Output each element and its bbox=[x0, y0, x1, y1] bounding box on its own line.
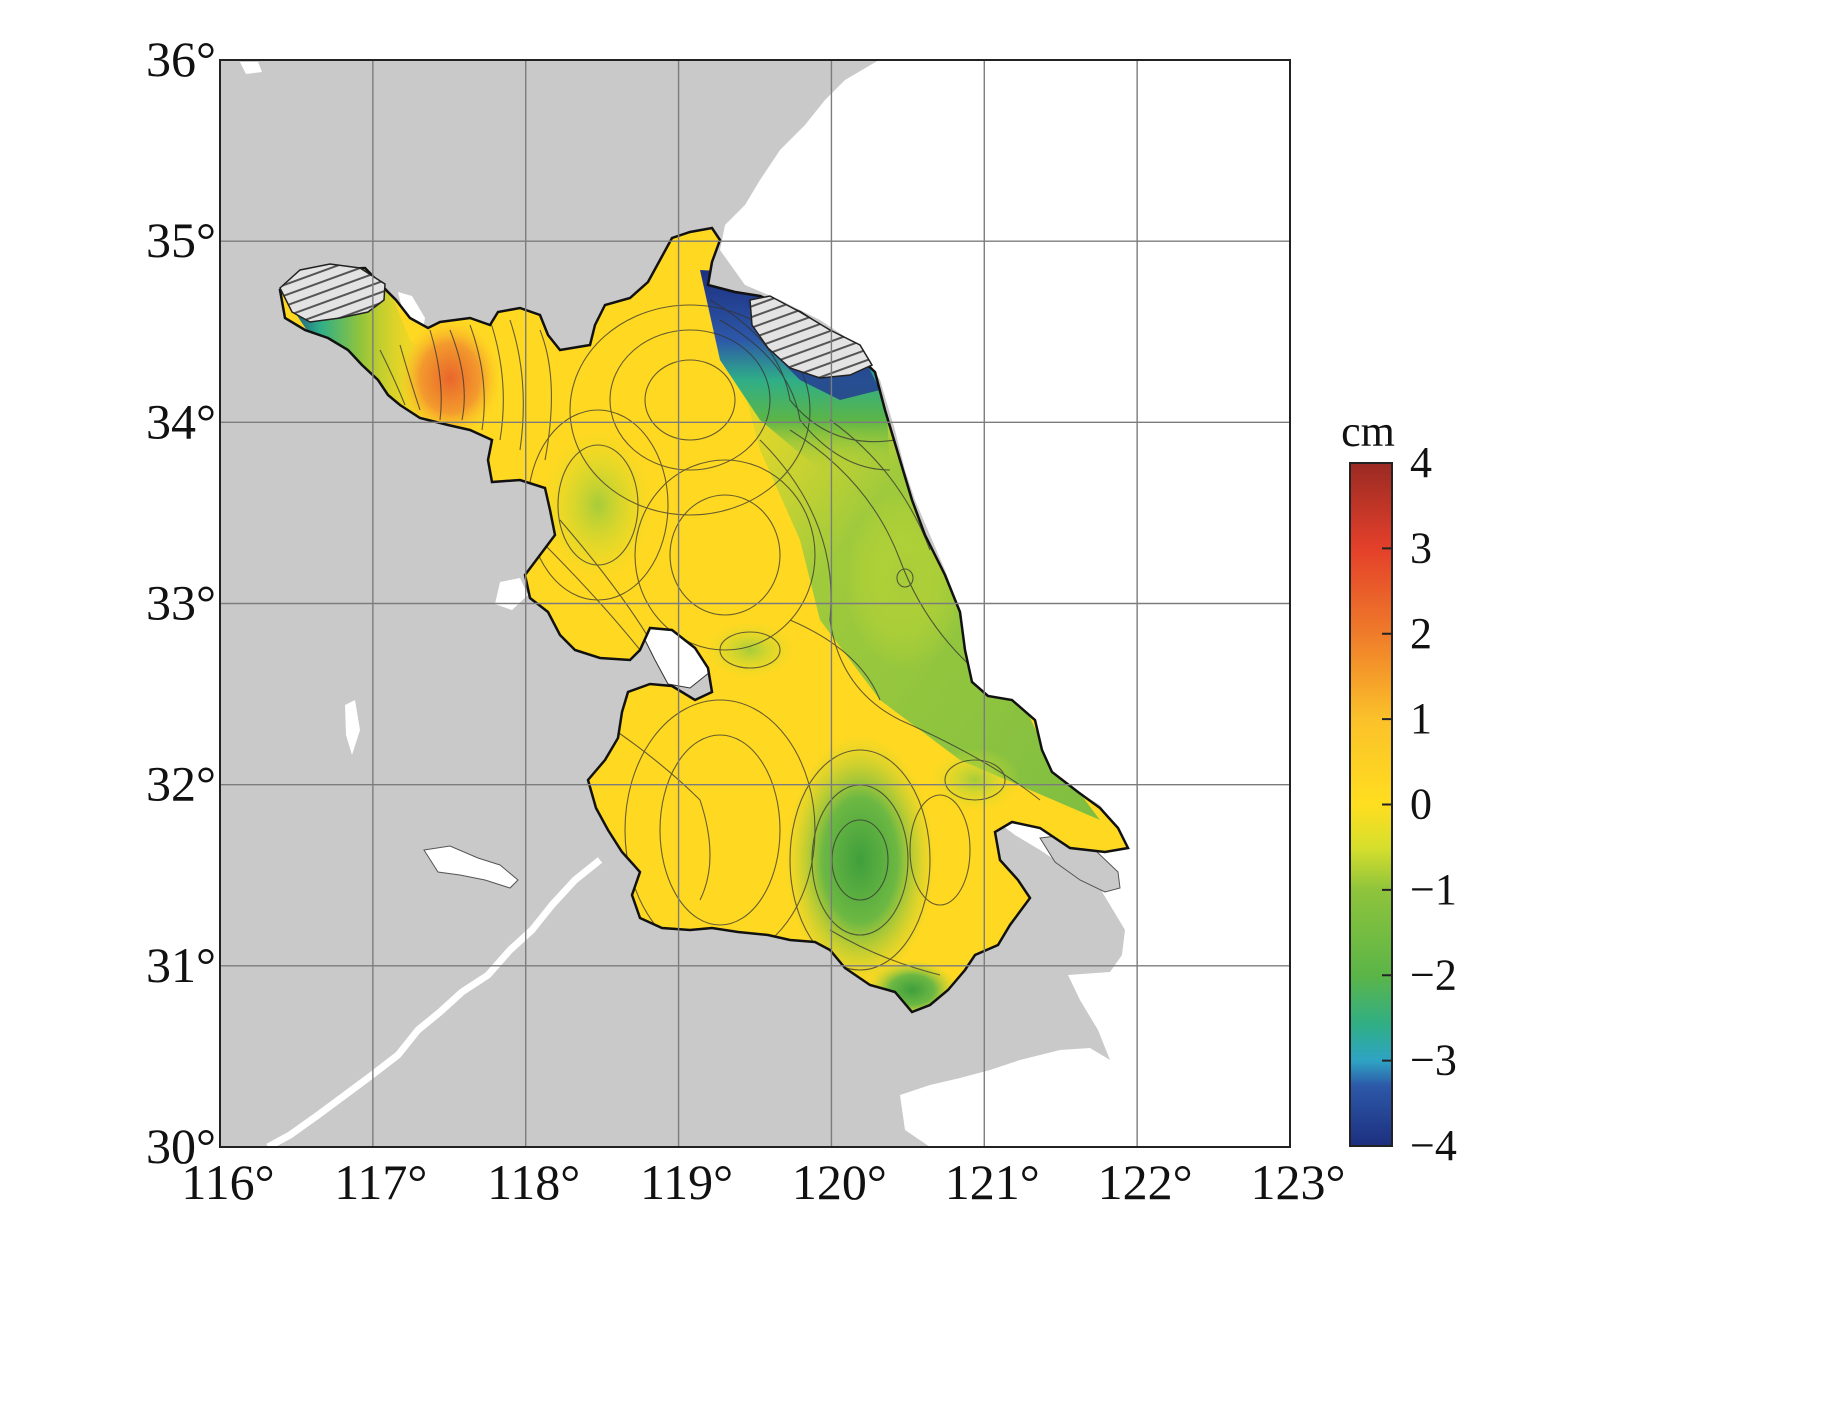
longitude-tick-label: 121° bbox=[945, 1154, 1040, 1210]
map-frame bbox=[219, 59, 1291, 1148]
latitude-tick-label: 31° bbox=[146, 937, 216, 993]
longitude-tick-label: 117° bbox=[334, 1154, 427, 1210]
small-lake-west bbox=[345, 700, 360, 755]
colorbar-tick-label: −2 bbox=[1410, 950, 1457, 999]
gaoyou-lake bbox=[495, 578, 528, 610]
colorbar-tick-label: −4 bbox=[1410, 1121, 1457, 1170]
colorbar-tick-label: 3 bbox=[1410, 523, 1432, 572]
contour-lowspot-1 bbox=[543, 430, 653, 580]
yangtze-river bbox=[266, 857, 603, 1147]
latitude-labels: 30° 31° 32° 33° 34° 35° 36° bbox=[146, 31, 216, 1174]
colorbar-tick-label: 1 bbox=[1410, 694, 1432, 743]
contour-west-low bbox=[280, 290, 440, 420]
contour-south-low bbox=[785, 735, 935, 985]
hatched-region-north bbox=[749, 295, 874, 379]
colorbar: cm 4 3 2 1 0 −1 −2 −3 −4 bbox=[1341, 407, 1457, 1170]
small-lake-north bbox=[240, 62, 262, 74]
latitude-tick-label: 32° bbox=[146, 756, 216, 812]
colorbar-ticks: 4 3 2 1 0 −1 −2 −3 −4 bbox=[1382, 438, 1457, 1170]
latitude-tick-label: 35° bbox=[146, 212, 216, 268]
contour-east-green-2 bbox=[930, 748, 1020, 812]
latitude-tick-label: 34° bbox=[146, 393, 216, 449]
latitude-tick-label: 33° bbox=[146, 575, 216, 631]
colorbar-tick-label: 4 bbox=[1410, 438, 1432, 487]
contour-west-high bbox=[400, 320, 500, 436]
colorbar-tick-label: 2 bbox=[1410, 609, 1432, 658]
lat-lon-grid bbox=[220, 60, 1290, 1147]
contour-lines bbox=[379, 299, 1041, 976]
longitude-tick-label: 120° bbox=[792, 1154, 887, 1210]
longitude-tick-label: 123° bbox=[1251, 1154, 1346, 1210]
longitude-tick-label: 116° bbox=[181, 1154, 274, 1210]
hangzhou-bay bbox=[900, 1048, 1110, 1147]
chaohu-lake bbox=[423, 845, 519, 889]
longitude-labels: 116° 117° 118° 119° 120° 121° 122° 123° bbox=[181, 1154, 1345, 1210]
colorbar-unit-label: cm bbox=[1341, 407, 1395, 456]
colorbar-tick-label: 0 bbox=[1410, 780, 1432, 829]
hatched-region-northwest bbox=[279, 263, 386, 323]
colorbar-tick-label: −1 bbox=[1410, 865, 1457, 914]
latitude-tick-label: 30° bbox=[146, 1118, 216, 1174]
latitude-tick-label: 36° bbox=[146, 31, 216, 87]
longitude-tick-label: 122° bbox=[1098, 1154, 1193, 1210]
colorbar-tick-label: −3 bbox=[1410, 1036, 1457, 1085]
longitude-tick-label: 119° bbox=[640, 1154, 733, 1210]
longitude-tick-label: 118° bbox=[487, 1154, 580, 1210]
